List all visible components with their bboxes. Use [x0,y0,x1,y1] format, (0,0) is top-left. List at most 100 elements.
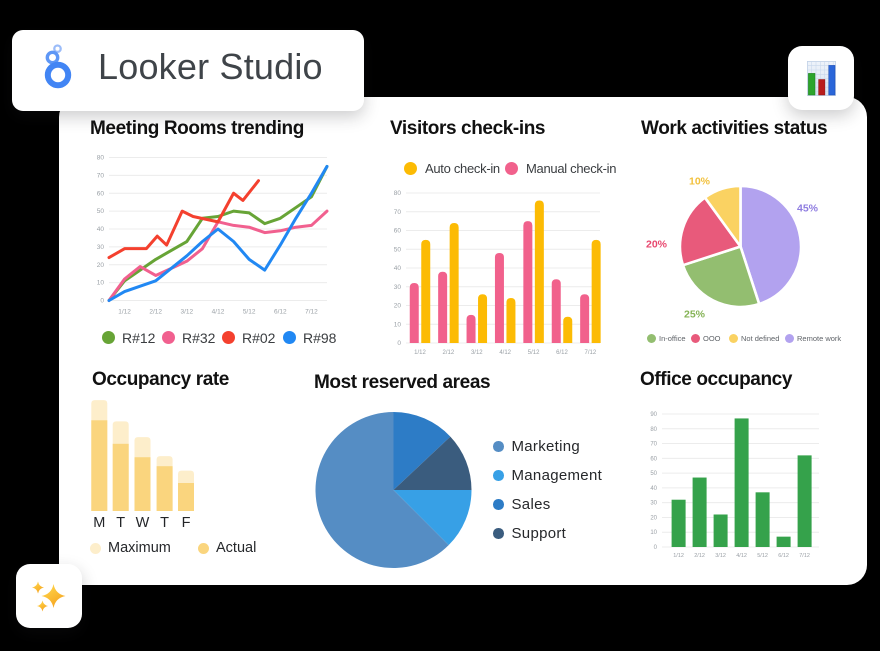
chart-title-work-activities: Work activities status [641,118,828,139]
bar-manual-check-in [409,283,419,343]
svg-text:7/12: 7/12 [585,350,597,356]
pie-slice-in-office [681,245,761,309]
svg-text:4/12: 4/12 [212,309,225,316]
svg-text:60: 60 [97,190,105,197]
bar-chart-office-occupancy: 0 10 20 30 40 50 60 70 80 90 1/12 2/12 3/12 4/12 5/12 6… [650,412,819,559]
occupancy-bar-actual [112,443,129,511]
svg-text:30: 30 [394,284,402,291]
line-series-r02 [107,179,260,260]
svg-text:10%: 10% [689,176,711,188]
svg-text:10: 10 [650,530,657,536]
legend-label: Maximum [108,540,171,556]
svg-text:F: F [182,515,191,531]
legend-dot [222,331,235,344]
occupancy-bar-actual [156,466,173,511]
bar-chart-visitors: 0 10 20 30 40 50 60 70 80 1/12 2/12 3/12 4/12 5/12 6/1… [394,190,601,356]
svg-text:30: 30 [97,244,105,251]
legend-dot [505,162,518,175]
legend-label: In-office [659,334,686,343]
legend-label: Management [511,467,603,484]
svg-text:2/12: 2/12 [149,309,162,316]
svg-text:25%: 25% [684,309,706,321]
sparkles-card[interactable] [16,564,82,628]
svg-text:20: 20 [394,303,402,310]
legend-label: R#32 [182,329,216,346]
looker-studio-card[interactable]: Looker Studio [12,30,364,111]
svg-text:4/12: 4/12 [736,553,747,559]
chart-title-most-reserved: Most reserved areas [314,372,491,393]
svg-text:50: 50 [394,246,402,253]
bar-auto-check-in [506,298,516,343]
legend-label: Remote work [797,334,842,343]
svg-text:0: 0 [100,298,104,305]
looker-logo-icon [44,44,72,89]
svg-text:7/12: 7/12 [799,553,810,559]
dashboard-card: Meeting Rooms trending Visitors check-in… [59,97,867,585]
legend-dot [162,331,175,344]
svg-text:80: 80 [394,190,402,197]
legend-item: OOO [691,334,721,343]
svg-text:3/12: 3/12 [471,350,483,356]
legend-item: R#32 [162,329,216,346]
svg-text:80: 80 [97,155,105,162]
svg-text:70: 70 [394,209,402,216]
pie-slice-management [393,490,472,546]
office-occupancy-bar [776,536,791,547]
legend-item: Actual [198,540,257,556]
svg-text:70: 70 [97,172,105,179]
legend-label: Actual [216,540,257,556]
bar-manual-check-in [580,294,590,343]
svg-text:6/12: 6/12 [778,553,789,559]
svg-text:10: 10 [97,280,105,287]
legend-item: Sales [493,496,551,513]
svg-text:2/12: 2/12 [443,350,455,356]
legend-item: Not defined [729,334,779,343]
pie-slice-remote-work [739,184,803,306]
svg-text:T: T [116,515,125,531]
svg-text:70: 70 [650,442,657,448]
svg-text:M: M [93,515,105,531]
svg-text:2/12: 2/12 [694,553,705,559]
pie-slice-ooo [678,196,742,267]
office-occupancy-bar [713,514,728,547]
svg-text:0: 0 [397,340,401,347]
legend-item: R#98 [283,330,336,346]
legend-item: R#12 [102,329,156,346]
chart-icon-card[interactable] [788,46,854,110]
bar-manual-check-in [551,279,561,343]
chart-title-office-occupancy: Office occupancy [640,369,792,390]
line-chart-meeting-rooms: 0 10 20 30 40 50 60 70 80 1/12 2/12 3/12 4/12 5/12 6/1… [97,155,329,316]
svg-text:1/12: 1/12 [118,309,131,316]
bar-auto-check-in [478,294,488,343]
legend-label: R#12 [122,329,156,346]
svg-text:50: 50 [650,471,657,477]
svg-text:3/12: 3/12 [181,309,194,316]
bar-manual-check-in [466,314,476,343]
svg-text:T: T [160,515,169,531]
svg-text:6/12: 6/12 [556,350,568,356]
svg-text:45%: 45% [797,203,819,215]
office-occupancy-bar [692,477,707,547]
legend-dot [493,441,504,452]
svg-text:5/12: 5/12 [243,309,256,316]
svg-text:3/12: 3/12 [715,553,726,559]
pie-slice-marketing [315,412,449,568]
legend-dot [404,162,417,175]
legend-dot [102,331,115,344]
pie-slice-not-defined [703,184,742,248]
office-occupancy-bar [734,418,749,547]
pie-slice-sales [393,412,451,490]
svg-text:20: 20 [97,262,105,269]
svg-text:0: 0 [654,545,658,551]
chart-title-visitors: Visitors check-ins [390,118,546,139]
svg-text:40: 40 [650,486,657,492]
svg-text:30: 30 [650,501,657,507]
legend-label: Manual check-in [526,161,617,176]
bar-manual-check-in [438,271,448,343]
bar-auto-check-in [534,200,544,343]
svg-text:1/12: 1/12 [673,553,684,559]
legend-label: OOO [703,334,721,343]
svg-text:60: 60 [394,228,402,235]
occupancy-bar-actual [178,483,194,511]
